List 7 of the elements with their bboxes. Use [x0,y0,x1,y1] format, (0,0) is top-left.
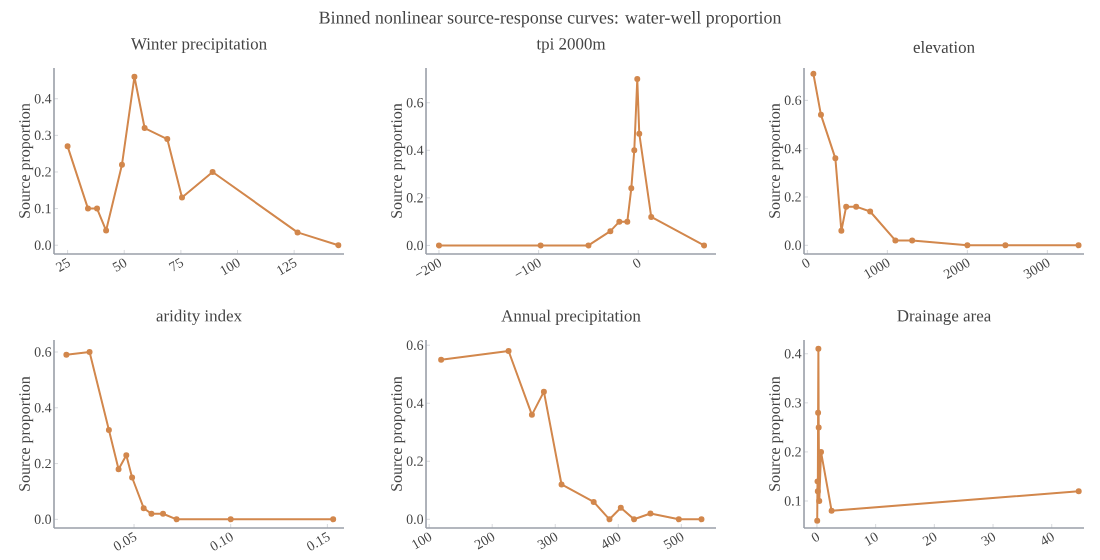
chart-title: Winter precipitation [130,38,267,53]
chart-title: tpi 2000m [536,38,606,53]
chart-title: Annual precipitation [501,309,641,325]
chart-title: Drainage area [897,310,992,325]
text: Binned nonlinear source-response curves: water-well proportion [319,11,782,28]
chart-title: elevation [913,41,975,53]
chart-title: aridity index [156,309,242,326]
